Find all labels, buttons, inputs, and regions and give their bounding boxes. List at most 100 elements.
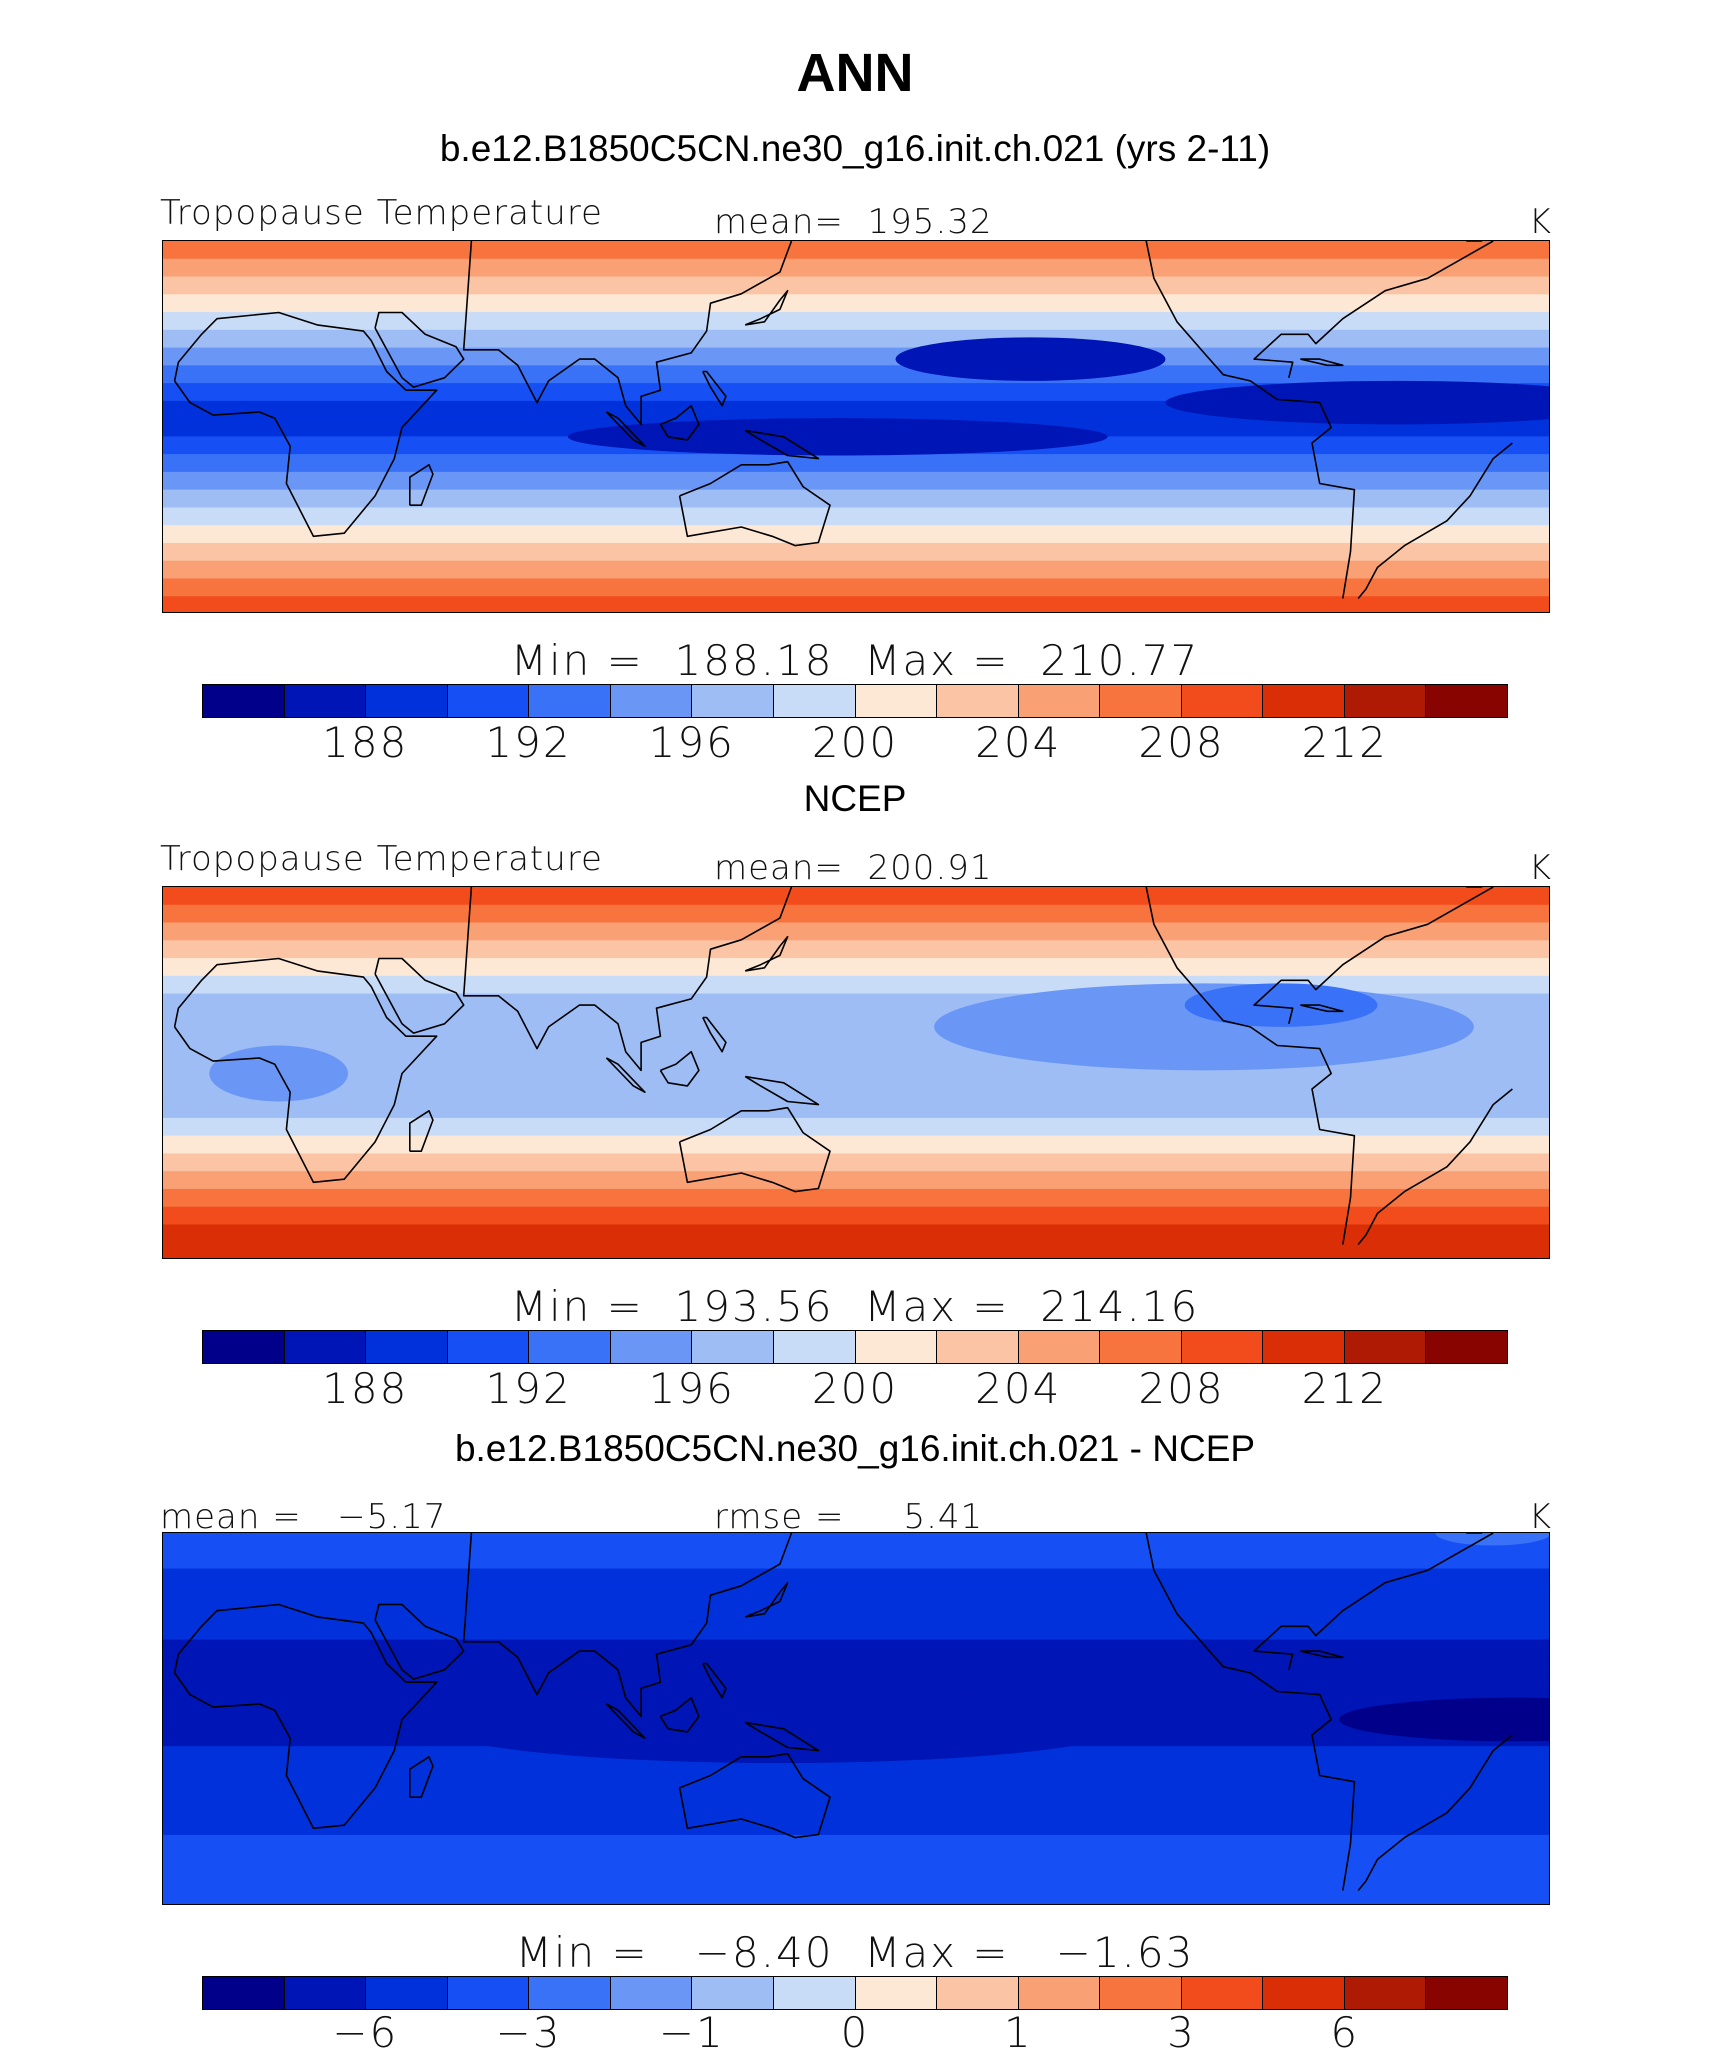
coastline: [462, 241, 793, 426]
colorbar-box: [529, 1331, 611, 1363]
panel-3-min-label: Min =: [515, 1928, 649, 1977]
coastline: [462, 1533, 793, 1718]
panel-1-variable-label: Tropopause Temperature: [160, 193, 603, 233]
coastline: [173, 957, 438, 1184]
panel-2-subtitle: NCEP: [803, 778, 907, 819]
colorbar-box: [284, 1977, 367, 2009]
panel-2-min-label: Min =: [510, 1282, 644, 1331]
panel-2-variable-label: Tropopause Temperature: [160, 839, 603, 879]
contour-band: [163, 365, 1549, 385]
colorbar-box: [937, 685, 1019, 717]
colorbar-box: [937, 1977, 1019, 2009]
coastline: [409, 1110, 434, 1153]
coastline: [173, 1603, 438, 1830]
contour-feature: [432, 1688, 1127, 1764]
contour-map: [163, 241, 1549, 612]
colorbar-box: [1100, 685, 1182, 717]
colorbar-tick-label: 200: [811, 718, 899, 767]
contour-band: [163, 1834, 1549, 1854]
colorbar-box: [1344, 1331, 1427, 1363]
contour-band: [163, 258, 1549, 278]
coastline: [374, 1603, 465, 1680]
panel-1-min-label: Min =: [510, 636, 644, 685]
colorbar-box: [447, 1977, 530, 2009]
colorbar-tick-label: 208: [1138, 718, 1225, 767]
colorbar-box: [447, 685, 530, 717]
contour-band: [163, 1604, 1549, 1623]
panel-3-rmse-label: rmse = 5.41: [714, 1497, 983, 1537]
contour-feature: [895, 337, 1166, 381]
colorbar-box: [1181, 1977, 1264, 2009]
coastline: [605, 411, 646, 447]
contour-band: [163, 1533, 1549, 1552]
panel-2-colorbar: [202, 1330, 1508, 1364]
coastline: [659, 1696, 700, 1733]
colorbar-box: [529, 1977, 611, 2009]
contour-band: [163, 1153, 1549, 1173]
contour-band: [163, 1586, 1549, 1606]
panel-2-max-value: 214.16: [1040, 1282, 1200, 1331]
contour-band: [163, 1657, 1549, 1677]
colorbar-tick-label: 212: [1301, 718, 1388, 767]
contour-band: [163, 312, 1549, 331]
panel-3-min-value: −8.40: [694, 1928, 834, 1977]
colorbar-tick-label: 204: [975, 1364, 1062, 1413]
colorbar-tick-label: 1: [1003, 2008, 1033, 2057]
colorbar-box: [773, 1331, 856, 1363]
coastline: [744, 1581, 789, 1618]
contour-band: [163, 1117, 1549, 1137]
contour-band: [163, 241, 1549, 260]
coastline: [1253, 1533, 1494, 1670]
coastline: [1300, 1650, 1344, 1659]
colorbar-tick-label: 200: [811, 1364, 899, 1413]
panel-2-units: K: [1528, 848, 1552, 888]
panel-3-rmse-prefix: rmse =: [714, 1497, 845, 1537]
colorbar-box: [1018, 1977, 1101, 2009]
panel-1-subtitle: b.e12.B1850C5CN.ne30_g16.init.ch.021 (yr…: [439, 128, 1271, 169]
panel-1-colorbar-ticks: 188 192 196 200 204 208 212: [0, 718, 1710, 768]
contour-band: [163, 596, 1549, 612]
contour-band: [163, 347, 1549, 367]
colorbar-tick-label: −1: [658, 2008, 725, 2057]
colorbar-box: [855, 1977, 938, 2009]
coastline: [744, 429, 820, 460]
colorbar-tick-label: −6: [332, 2008, 399, 2057]
contour-band: [163, 940, 1549, 960]
contour-band: [163, 489, 1549, 509]
contour-feature: [567, 418, 1108, 456]
panel-1-max-value: 210.77: [1040, 636, 1200, 685]
coastline: [744, 1721, 820, 1752]
colorbar-box: [447, 1331, 530, 1363]
colorbar-tick-label: 188: [322, 718, 409, 767]
contour-band: [163, 1568, 1549, 1588]
coastline: [605, 1703, 646, 1739]
colorbar-box: [1344, 685, 1427, 717]
panel-2-max-label: Max =: [864, 1282, 1010, 1331]
colorbar-box: [1100, 1977, 1182, 2009]
panel-2-minmax: Min = 193.56 Max = 214.16: [0, 1282, 1710, 1331]
coastline: [409, 1756, 434, 1799]
coastline: [744, 289, 789, 326]
panel-1-mean-value: 195.32: [867, 202, 993, 242]
coastline: [678, 1752, 831, 1839]
colorbar-tick-label: 192: [485, 718, 572, 767]
colorbar-box: [203, 1331, 285, 1363]
coastline: [1357, 1734, 1513, 1892]
colorbar-box: [366, 1977, 448, 2009]
contour-band: [163, 1852, 1549, 1872]
colorbar-tick-label: 6: [1330, 2008, 1360, 2057]
contour-band: [163, 525, 1549, 544]
coastline: [702, 1662, 727, 1699]
panel-1-max-label: Max =: [864, 636, 1010, 685]
coastline: [1300, 1004, 1344, 1013]
contour-band: [163, 1621, 1549, 1641]
contour-band: [163, 1799, 1549, 1819]
panel-1-map: [162, 240, 1550, 613]
colorbar-tick-label: 0: [840, 2008, 870, 2057]
panel-2-colorbar-ticks: 188 192 196 200 204 208 212: [0, 1364, 1710, 1414]
panel-2-mean-prefix: mean=: [714, 848, 844, 888]
coastline: [659, 1050, 700, 1087]
colorbar-box: [1263, 1331, 1345, 1363]
panel-2-min-value: 193.56: [674, 1282, 834, 1331]
coastline: [1357, 442, 1513, 600]
